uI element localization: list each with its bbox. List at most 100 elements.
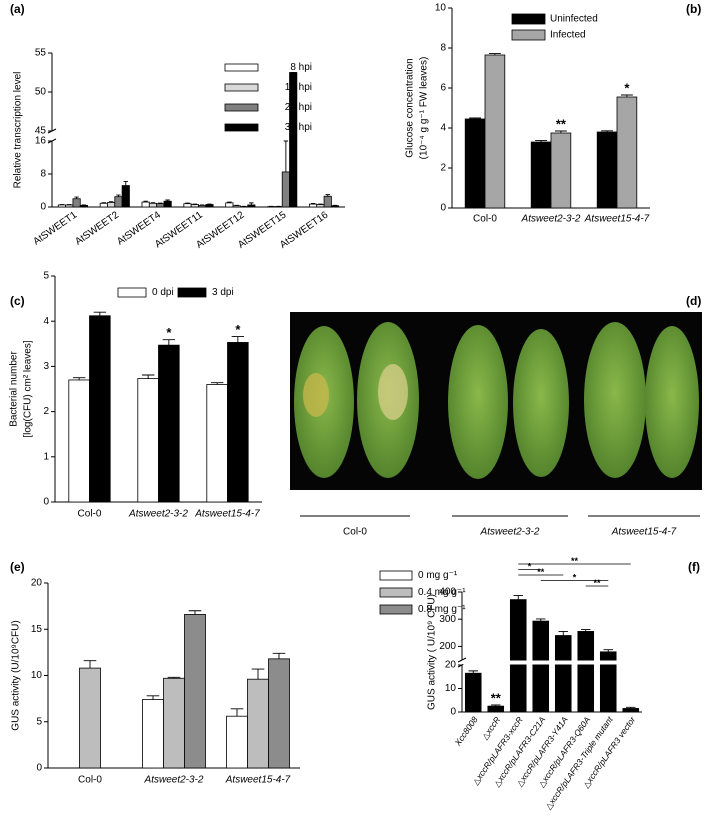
bar [227, 342, 249, 503]
error-bar [101, 202, 106, 204]
bar [487, 705, 505, 713]
panel-label: (d) [686, 294, 701, 308]
y-tick-label: 2 [440, 163, 446, 174]
y-axis-label: Glucose concentration [405, 58, 416, 158]
bar [65, 204, 74, 208]
bar [226, 715, 248, 769]
bar [141, 201, 150, 208]
y-tick-label: 45 [35, 126, 47, 137]
legend-label: 0 dpi [152, 287, 174, 298]
y-tick-label: 20 [31, 578, 43, 589]
x-tick-label: Col-0 [78, 509, 102, 520]
x-tick-label: AtSWEET2 [73, 209, 121, 247]
y-tick-label: 0 [43, 497, 49, 508]
legend-swatch [511, 13, 546, 25]
error-bar [581, 629, 591, 632]
comparison-label: ** [571, 556, 579, 566]
legend-label: 3 dpi [212, 287, 234, 298]
bar [198, 204, 207, 208]
panel-label: (f) [688, 560, 700, 574]
error-bar [230, 708, 244, 717]
significance: * [235, 322, 241, 337]
error-bar [185, 202, 190, 204]
legend-label: 0.8 mg g⁻¹ [418, 604, 466, 615]
bar [142, 699, 164, 769]
bar [89, 315, 111, 503]
legend-label: 36 hpi [285, 122, 312, 133]
significance: * [166, 325, 172, 340]
legend-label: 12 hpi [285, 82, 312, 93]
legend-swatch [224, 83, 259, 92]
error-bar [108, 201, 114, 203]
legend-swatch [224, 123, 259, 132]
error-bar [626, 706, 636, 709]
legend-label: 24 hpi [285, 102, 312, 113]
y-tick-label: 10 [445, 683, 457, 694]
legend-swatch [379, 587, 413, 598]
bar [330, 205, 340, 208]
bar [205, 204, 214, 208]
y-tick-label: 0 [40, 202, 46, 213]
x-tick-label: △xccR [479, 715, 502, 742]
bar [206, 384, 228, 503]
y-tick-label: 300 [439, 614, 456, 625]
bar [137, 378, 159, 503]
axis-break-gap [463, 660, 643, 665]
x-tick-label: Xcc8008 [452, 714, 480, 748]
error-bar [123, 180, 128, 186]
y-tick-label: 0 [440, 203, 446, 214]
lesion [303, 373, 329, 417]
error-bar [72, 377, 86, 380]
bar [184, 614, 206, 769]
bar [183, 203, 192, 208]
group-label: Atsweet2-3-2 [480, 527, 540, 538]
bar [530, 141, 552, 209]
bar [148, 202, 158, 208]
x-tick-label: Atsweet2-3-2 [144, 775, 204, 786]
legend-swatch [224, 63, 259, 72]
bar [509, 599, 527, 713]
y-axis-label: GUS activity (U/10⁹CFU) [11, 620, 22, 730]
y-axis-label: Bacterial number [9, 351, 20, 427]
error-bar [143, 200, 148, 203]
y-tick-label: 20 [445, 660, 457, 671]
legend-label: Uninfected [550, 14, 598, 25]
error-bar [150, 202, 156, 204]
error-bar [468, 670, 478, 674]
error-bar [146, 695, 160, 700]
error-bar [535, 139, 548, 142]
error-bar [272, 652, 286, 659]
y-tick-label: 50 [35, 87, 47, 98]
x-tick-label: Col-0 [78, 775, 102, 786]
y-tick-label: 5 [43, 271, 49, 282]
bar [577, 631, 595, 713]
y-tick-label: 6 [440, 83, 446, 94]
error-bar [231, 336, 245, 343]
legend-swatch [177, 287, 207, 298]
panel: (e) 0 5 10 15 20 GUS activity (U/10⁹CFU) Col-0 A… [10, 560, 466, 785]
y-tick-label: 15 [31, 624, 43, 635]
error-bar [325, 194, 330, 197]
error-bar [162, 339, 176, 346]
bar [484, 54, 506, 209]
panel-d: (d) Col-0 Atsweet2-3-2 Atsweet15-4-7 [290, 294, 702, 538]
bar [163, 200, 172, 208]
axis-break [457, 657, 467, 663]
bar [79, 667, 101, 769]
bar [464, 672, 482, 713]
y-axis-label: [log(CFU) cm² leaves] [23, 340, 34, 437]
comparison-label: ** [593, 578, 601, 588]
error-bar [83, 660, 97, 669]
y-tick-label: 400 [439, 587, 456, 598]
significance: ** [491, 690, 502, 705]
bar [616, 96, 638, 209]
y-axis-label: (10⁻⁴ g g⁻¹ FW leaves) [419, 57, 430, 160]
y-tick-label: 10 [31, 670, 43, 681]
bar [163, 677, 185, 769]
legend-swatch [379, 604, 413, 615]
y-tick-label: 16 [35, 136, 47, 147]
bar [464, 118, 486, 209]
